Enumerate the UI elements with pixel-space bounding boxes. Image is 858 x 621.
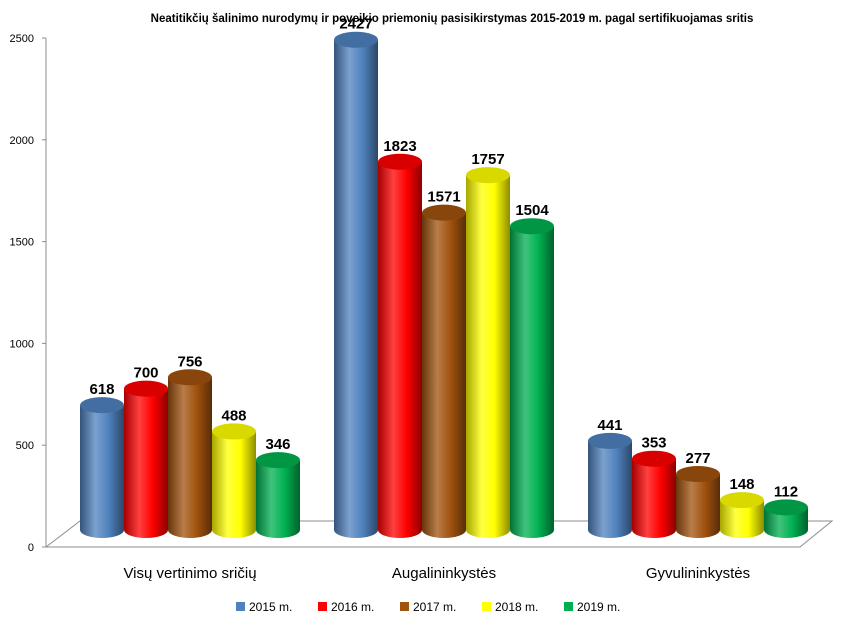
bar bbox=[168, 369, 212, 538]
bar-top bbox=[632, 450, 676, 467]
bar-top bbox=[676, 466, 720, 483]
legend-swatch bbox=[564, 602, 573, 611]
bar-top bbox=[212, 423, 256, 440]
legend-label: 2019 m. bbox=[577, 600, 620, 614]
legend-label: 2017 m. bbox=[413, 600, 456, 614]
legend-item: 2018 m. bbox=[482, 600, 538, 614]
bar-top bbox=[124, 380, 168, 397]
legend-item: 2015 m. bbox=[236, 600, 292, 614]
bar bbox=[676, 466, 720, 538]
bar-body bbox=[80, 405, 124, 538]
bar-body bbox=[334, 39, 378, 538]
bar-body bbox=[256, 460, 300, 538]
y-tick-label: 1000 bbox=[10, 338, 34, 350]
bar-top bbox=[510, 218, 554, 235]
data-label: 112 bbox=[774, 483, 798, 500]
legend-swatch bbox=[318, 602, 327, 611]
bar-top bbox=[720, 492, 764, 509]
data-label: 756 bbox=[177, 353, 202, 370]
bar-top bbox=[334, 31, 378, 48]
bar bbox=[334, 31, 378, 538]
bar bbox=[212, 423, 256, 538]
y-tick-label: 2000 bbox=[10, 135, 34, 147]
data-label: 2427 bbox=[339, 16, 372, 33]
y-tick-label: 0 bbox=[28, 542, 34, 554]
legend-label: 2016 m. bbox=[331, 600, 374, 614]
bar-body bbox=[632, 458, 676, 538]
y-tick-label: 2500 bbox=[10, 33, 34, 45]
legend-label: 2018 m. bbox=[495, 600, 538, 614]
data-label: 1823 bbox=[383, 138, 416, 155]
legend-swatch bbox=[400, 602, 409, 611]
legend-item: 2019 m. bbox=[564, 600, 620, 614]
bar-body bbox=[720, 500, 764, 538]
bar-body bbox=[764, 507, 808, 538]
x-category-label: Visų vertinimo sričių bbox=[123, 565, 256, 582]
bar-top bbox=[256, 452, 300, 469]
bar-top bbox=[588, 432, 632, 449]
data-labels: 618 700 756 488 346 2427 1823 1571 1757 1504 441 35… bbox=[89, 16, 798, 501]
bar bbox=[466, 167, 510, 538]
legend-swatch bbox=[236, 602, 245, 611]
data-label: 346 bbox=[265, 436, 290, 453]
legend-label: 2015 m. bbox=[249, 600, 292, 614]
data-label: 1571 bbox=[427, 189, 460, 206]
bar bbox=[510, 218, 554, 538]
bar bbox=[124, 380, 168, 538]
data-label: 1504 bbox=[515, 202, 549, 219]
bar bbox=[632, 450, 676, 538]
y-tick-label: 1500 bbox=[10, 237, 34, 249]
bar-body bbox=[168, 377, 212, 538]
bar-body bbox=[676, 474, 720, 538]
legend-item: 2017 m. bbox=[400, 600, 456, 614]
data-label: 441 bbox=[597, 417, 622, 434]
bar bbox=[422, 204, 466, 538]
bar-body bbox=[124, 388, 168, 538]
data-label: 618 bbox=[89, 381, 114, 398]
data-label: 277 bbox=[685, 450, 710, 467]
bar-top bbox=[422, 204, 466, 221]
data-label: 488 bbox=[221, 407, 246, 424]
bar bbox=[588, 432, 632, 538]
legend: 2015 m. 2016 m. 2017 m. 2018 m. 2019 m. bbox=[236, 600, 620, 614]
x-category-label: Augalininkystės bbox=[392, 565, 496, 582]
chart-title: Neatitikčių šalinimo nurodymų ir poveiki… bbox=[151, 13, 754, 25]
bar-top bbox=[764, 499, 808, 516]
bar-top bbox=[168, 369, 212, 386]
bar bbox=[80, 397, 124, 538]
x-category-label: Gyvulininkystės bbox=[646, 565, 750, 582]
bars-group bbox=[80, 31, 808, 538]
bar bbox=[256, 452, 300, 538]
bar bbox=[764, 499, 808, 538]
x-axis-categories: Visų vertinimo sričių Augalininkystės Gyvu… bbox=[123, 565, 750, 582]
legend-swatch bbox=[482, 602, 491, 611]
data-label: 700 bbox=[133, 365, 158, 382]
bar-body bbox=[378, 161, 422, 538]
data-label: 148 bbox=[729, 476, 754, 493]
data-label: 353 bbox=[641, 435, 666, 452]
bar-top bbox=[466, 167, 510, 184]
bar bbox=[720, 492, 764, 538]
bar-body bbox=[588, 440, 632, 538]
bar-top bbox=[80, 397, 124, 414]
bar-body bbox=[212, 431, 256, 538]
y-tick-label: 500 bbox=[16, 440, 34, 452]
bar-body bbox=[510, 226, 554, 538]
bar-body bbox=[466, 175, 510, 538]
y-axis: 0 500 1000 1500 2000 2500 bbox=[10, 33, 47, 554]
bar-top bbox=[378, 153, 422, 170]
bar-body bbox=[422, 212, 466, 538]
legend-item: 2016 m. bbox=[318, 600, 374, 614]
bar bbox=[378, 153, 422, 538]
data-label: 1757 bbox=[471, 151, 504, 168]
